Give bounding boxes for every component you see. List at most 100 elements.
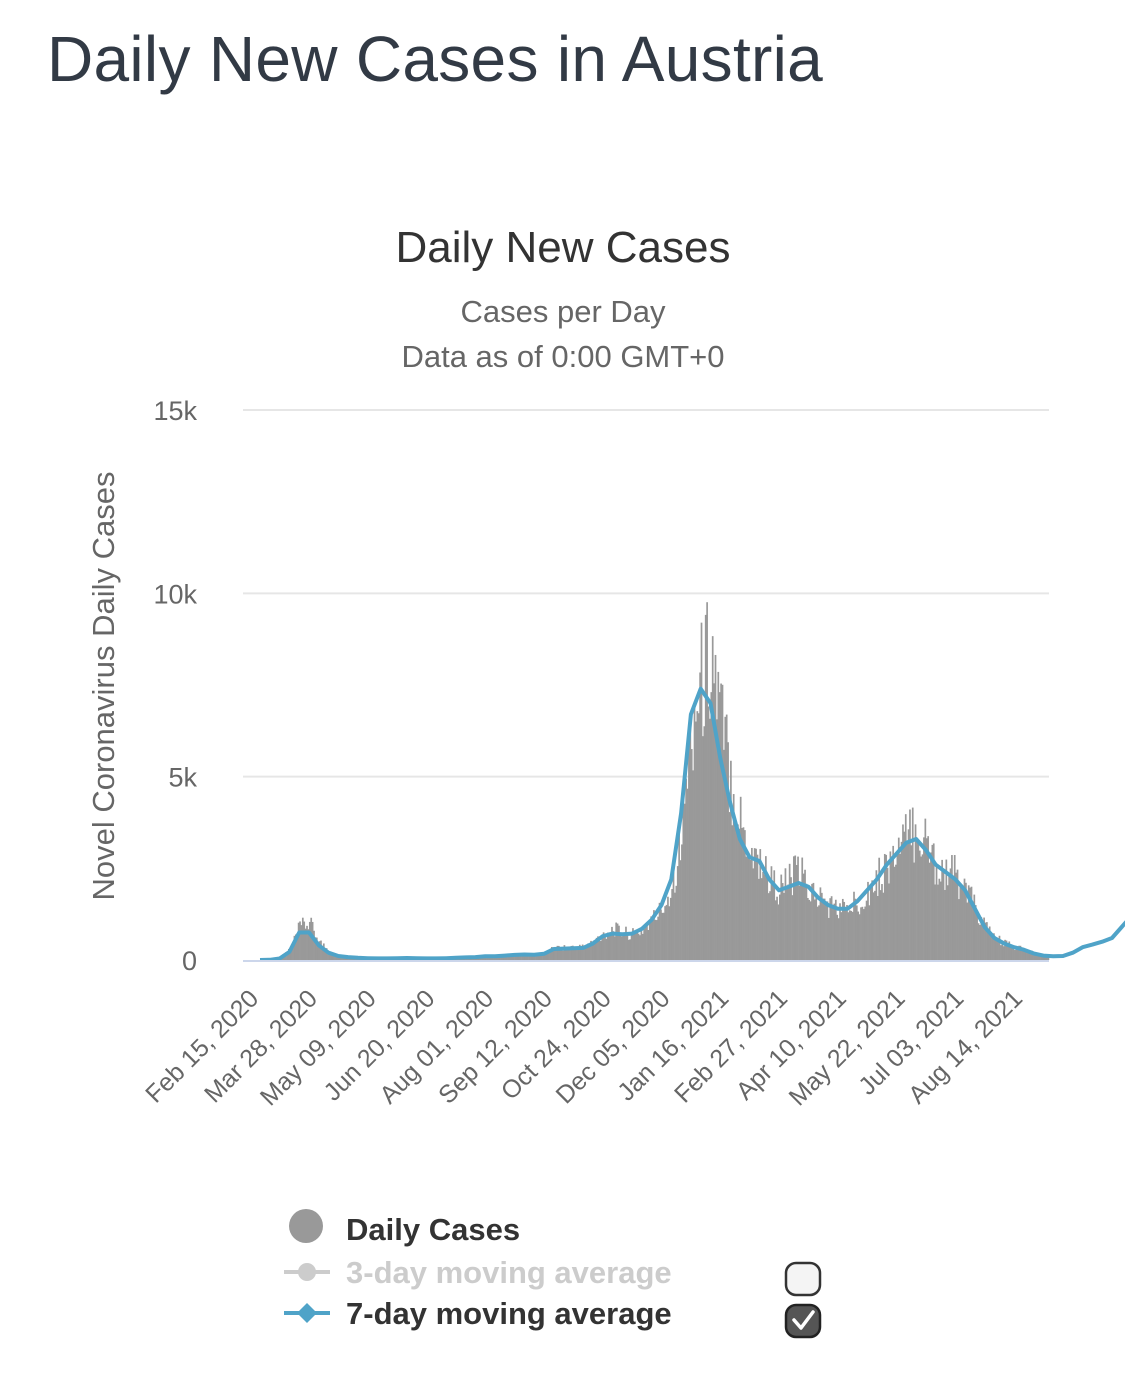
daily-case-bar [928,862,931,960]
daily-case-bar [981,921,984,960]
daily-case-bar [853,891,855,960]
daily-case-bar [1001,940,1004,960]
daily-case-bar [767,893,770,960]
daily-case-bar [303,921,306,960]
daily-case-bar [578,944,581,960]
daily-case-bar [934,884,936,960]
daily-case-bar [759,849,762,960]
daily-case-bar [1026,952,1029,960]
daily-case-bar [766,874,769,960]
daily-case-bar [651,917,654,960]
daily-case-bar [806,897,809,960]
daily-case-bar [314,937,317,960]
daily-case-bar [1028,950,1030,960]
daily-case-bar [739,796,742,960]
daily-case-bar [893,866,896,960]
daily-case-bar [616,923,619,960]
daily-case-bar [654,919,657,960]
daily-case-bar [795,864,798,960]
daily-case-bar [534,955,536,960]
daily-case-bar [539,953,542,960]
daily-case-bar [626,934,629,960]
daily-case-bar [921,854,924,960]
daily-case-bar [306,925,308,960]
daily-case-bar [918,850,921,960]
daily-case-bar [328,952,331,960]
daily-case-bar [781,883,784,960]
daily-case-bar [713,683,715,960]
daily-case-bar [685,778,687,960]
daily-case-bar [619,933,622,960]
daily-case-bar [904,814,907,960]
daily-case-bar [944,889,946,960]
daily-case-bar [882,892,885,960]
daily-case-bar [809,901,812,960]
daily-case-bar [885,854,888,960]
daily-case-bar [813,899,816,960]
legend-item-7-day-average[interactable]: 7-day moving average [284,1296,822,1339]
daily-case-bar [983,917,985,960]
daily-case-bar [613,936,616,960]
grid-lines [243,409,1049,778]
daily-case-bar [900,841,903,960]
daily-case-bar [939,881,942,960]
daily-case-bar [869,884,872,960]
legend-item-daily-cases[interactable]: Daily Cases [289,1209,520,1247]
daily-case-bar [1043,956,1046,960]
daily-case-bar [655,920,658,960]
daily-case-bar [748,854,750,960]
daily-case-bar [599,940,602,960]
daily-case-bar [296,933,299,960]
daily-case-bar [293,935,296,960]
daily-case-bar [846,904,848,960]
daily-case-bar [630,933,633,960]
daily-case-bar [909,809,911,960]
daily-case-bar [606,932,609,960]
daily-case-bar [937,884,939,960]
seven-day-average-line-group [259,686,1125,962]
daily-case-bar [541,952,543,960]
daily-case-bar [542,953,545,960]
7-day-average-checkbox[interactable] [784,1303,822,1339]
daily-case-bar [732,794,735,960]
daily-case-bar [925,838,928,960]
daily-case-bar [897,837,900,960]
daily-case-bar [914,824,917,960]
daily-case-bar [1016,948,1019,960]
daily-case-bar [560,949,563,960]
daily-case-bar [815,896,818,960]
daily-case-bar [290,944,293,960]
daily-case-bar [675,885,678,960]
daily-case-bar [923,837,925,960]
daily-case-bar [952,877,955,960]
daily-case-bar [911,807,914,960]
legend-item-3-day-average[interactable]: 3-day moving average [284,1255,822,1297]
daily-case-bar [307,929,310,960]
daily-case-bar [627,939,630,960]
daily-case-bar [294,934,297,960]
daily-case-bar [637,933,640,960]
daily-case-bar [327,951,329,960]
daily-case-bar [902,824,904,960]
daily-case-bar [697,713,700,960]
3-day-average-checkbox[interactable] [784,1261,822,1297]
daily-case-bar [962,885,964,960]
daily-case-bar [583,947,585,960]
daily-case-bar [597,936,599,960]
daily-case-bar [315,937,318,960]
daily-case-bar [1037,953,1040,960]
daily-case-bar [860,907,862,960]
daily-case-bar [963,878,966,960]
daily-case-bar [531,953,534,960]
daily-case-bar [790,877,792,960]
daily-case-bar [483,957,486,960]
daily-case-bar [683,803,686,960]
daily-case-bar [636,930,639,960]
chart-title: Daily New Cases [396,223,731,272]
daily-case-bar [1014,950,1016,960]
daily-case-bar [837,918,840,960]
daily-case-bar [977,923,980,960]
daily-case-bar [661,912,664,960]
daily-case-bar [868,905,871,960]
